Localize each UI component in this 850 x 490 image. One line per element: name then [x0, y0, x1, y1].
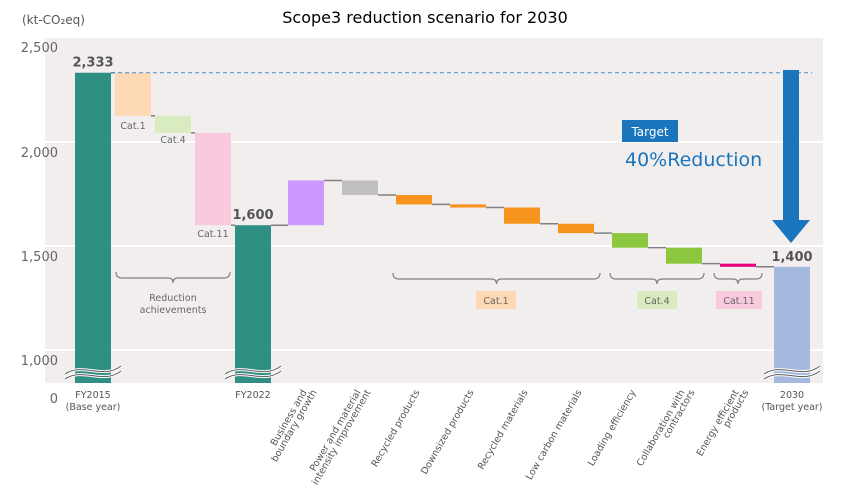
bar-downsized: [450, 204, 486, 208]
bar-fy2022: [235, 225, 271, 383]
x-label-downsized: Downsized products: [419, 388, 476, 477]
brace-cat1: [392, 272, 601, 285]
bar-collaboration: [666, 247, 702, 264]
y-tick-label: 2,500: [21, 41, 58, 56]
brace-cat11: [713, 272, 763, 285]
x-label-recycled_materials: Recycled materials: [476, 388, 531, 472]
group-label-reduction-2: achievements: [140, 305, 207, 316]
y-tick-label: 1,000: [21, 354, 58, 369]
target-arrow-icon: [772, 220, 810, 243]
x-label-loading: Loading efficiency: [586, 388, 639, 468]
x-label-fy2015: (Base year): [66, 402, 121, 413]
bar-fy2015: [75, 72, 111, 384]
axis-break-icon: [64, 370, 122, 380]
axis-break-icon: [224, 370, 282, 380]
x-label-2030: (Target year): [761, 402, 822, 413]
group-badge-label: Cat.4: [644, 296, 669, 307]
bar-recycled_materials: [504, 207, 540, 224]
target-badge: [622, 120, 678, 142]
axis-break-icon: [763, 365, 821, 375]
group-label-reduction: Reduction: [149, 293, 197, 304]
x-label-low_carbon: Low carbon materials: [524, 388, 585, 482]
group-badge-bg: [716, 291, 762, 309]
value-label-target2030: 1,400: [771, 250, 812, 265]
x-label-fy2015: FY2015: [75, 390, 110, 401]
group-badge-label: Cat.1: [483, 296, 508, 307]
x-label-energy: Energy efficient: [695, 388, 742, 458]
bar-target2030: [774, 266, 810, 383]
group-badge-label: Cat.11: [723, 296, 754, 307]
bar-recycled_products: [396, 195, 432, 205]
bar-label-cat4: Cat.4: [160, 135, 185, 146]
brace-reduction-achievements: [115, 271, 231, 284]
brace-cat4: [609, 272, 705, 285]
target-reduction-text: 40%Reduction: [625, 149, 762, 171]
group-badge-bg: [476, 291, 516, 309]
bar-cat1: [115, 72, 151, 116]
x-label-collaboration: Collaboration with: [635, 388, 688, 468]
x-label-recycled_products: Recycled products: [370, 388, 423, 469]
group-badge-bg: [637, 291, 677, 309]
bar-label-cat11: Cat.11: [197, 229, 228, 240]
target-badge-label: Target: [630, 125, 668, 139]
axis-break-icon: [224, 365, 282, 375]
bar-label-cat1: Cat.1: [120, 121, 145, 132]
y-tick-label: 2,000: [21, 146, 58, 161]
bar-power: [342, 180, 378, 196]
axis-break-icon: [763, 370, 821, 380]
y-tick-label: 0: [50, 392, 58, 407]
bar-cat11: [195, 132, 231, 226]
bar-low_carbon: [558, 223, 594, 234]
target-arrow-shaft: [783, 70, 799, 222]
x-label-power: intensity improvement: [310, 388, 374, 487]
x-label-2030: 2030: [780, 390, 804, 401]
value-label-fy2015: 2,333: [72, 56, 113, 71]
y-axis-unit-label: (kt-CO₂eq): [22, 13, 85, 27]
value-label-fy2022: 1,600: [232, 208, 273, 223]
bar-energy: [720, 263, 756, 267]
chart-title: Scope3 reduction scenario for 2030: [282, 8, 568, 27]
y-tick-label: 1,500: [21, 250, 58, 265]
plot-background: [45, 38, 823, 383]
x-label-fy2022: FY2022: [235, 390, 270, 401]
x-label-power: Power and material: [308, 388, 364, 473]
bar-business: [288, 180, 324, 226]
bar-loading: [612, 233, 648, 248]
bar-cat4: [155, 115, 191, 133]
axis-break-icon: [64, 365, 122, 375]
